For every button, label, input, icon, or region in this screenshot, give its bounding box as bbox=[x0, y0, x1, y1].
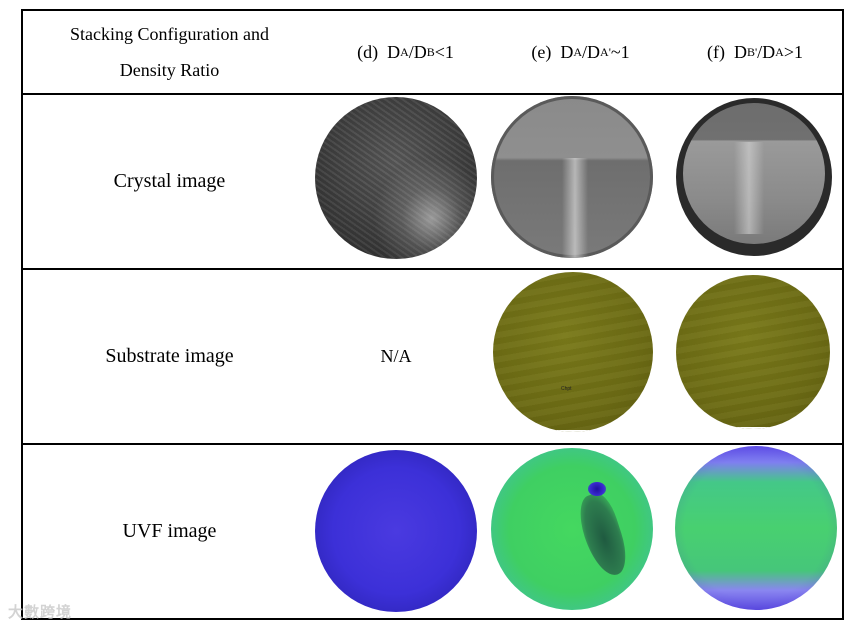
table-rule bbox=[21, 618, 844, 620]
substrate-image-e: Chpt bbox=[493, 272, 653, 432]
uvf-image-f bbox=[675, 446, 837, 610]
header-row-label: Stacking Configuration and Density Ratio bbox=[23, 11, 316, 93]
table-rule bbox=[842, 9, 844, 620]
watermark: 大數跨境 bbox=[8, 603, 73, 621]
table-rule bbox=[21, 9, 23, 620]
table-rule bbox=[21, 443, 844, 445]
row-label-substrate: Substrate image bbox=[105, 345, 234, 367]
column-header-d: (d) D A/D B <1 bbox=[357, 41, 454, 62]
table-rule bbox=[21, 93, 844, 95]
substrate-na-d: N/A bbox=[380, 346, 412, 366]
row-label-crystal: Crystal image bbox=[113, 170, 226, 192]
substrate-image-f bbox=[676, 275, 830, 429]
uvf-image-d bbox=[315, 450, 477, 612]
table-rule bbox=[21, 268, 844, 270]
header-label-line2: Density Ratio bbox=[119, 60, 220, 80]
comparison-table: Stacking Configuration and Density Ratio… bbox=[21, 9, 844, 620]
row-label-uvf: UVF image bbox=[122, 520, 217, 542]
uvf-image-e bbox=[491, 448, 653, 610]
column-header-e: (e) D A/D A' ~1 bbox=[531, 41, 630, 62]
substrate-mark: Chpt bbox=[561, 386, 572, 392]
column-header-f: (f) D B'/D A >1 bbox=[707, 41, 803, 62]
crystal-image-d bbox=[315, 97, 477, 259]
crystal-image-f bbox=[676, 98, 832, 256]
table-rule bbox=[21, 9, 844, 11]
header-label-line1: Stacking Configuration and bbox=[70, 24, 269, 44]
crystal-image-e bbox=[491, 96, 653, 258]
